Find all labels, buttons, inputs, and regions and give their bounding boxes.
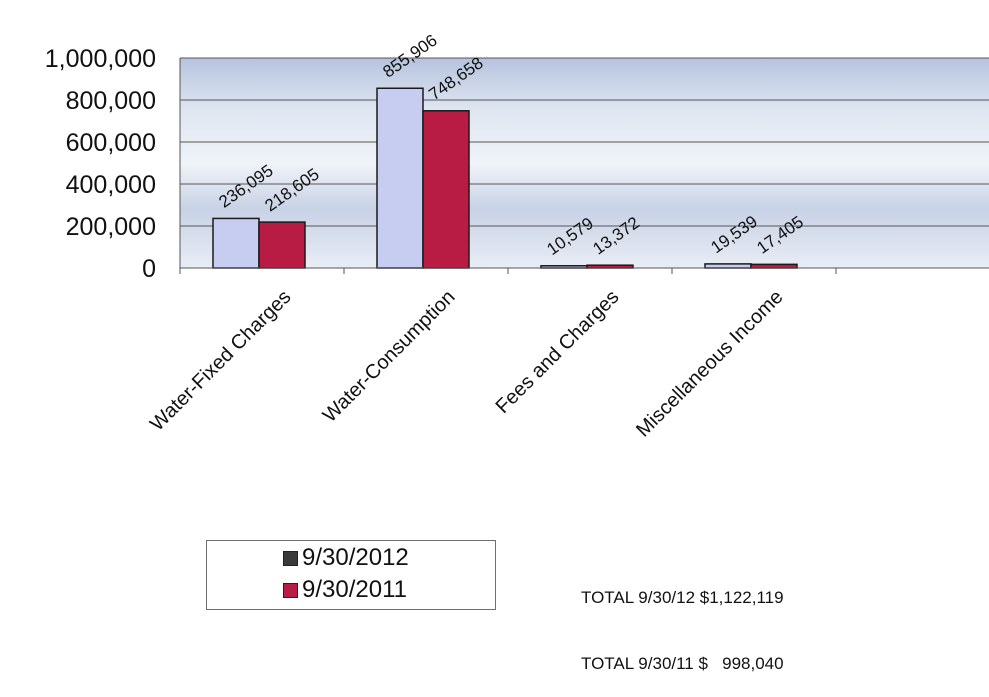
x-category-label: Water-Consumption [319, 286, 460, 427]
x-category-label: Fees and Charges [492, 286, 624, 418]
legend-swatch-2011 [283, 582, 298, 598]
bar-chart: 0200,000400,000600,000800,0001,000,00023… [45, 31, 989, 441]
y-tick-label: 400,000 [66, 171, 156, 199]
y-tick-label: 600,000 [66, 129, 156, 157]
bar-9-30-2012-3 [704, 263, 752, 269]
bar-9-30-2012-0 [212, 217, 260, 269]
total-2012: TOTAL 9/30/12 $1,122,119 [581, 588, 784, 607]
totals-block: TOTAL 9/30/12 $1,122,119 TOTAL 9/30/11 $… [581, 543, 784, 697]
y-tick-label: 0 [142, 255, 156, 283]
legend-label-2012: 9/30/2012 [302, 544, 409, 571]
bar-9-30-2011-0 [258, 221, 306, 269]
x-category-label: Miscellaneous Income [632, 286, 787, 441]
legend-item-2012: 9/30/2012 [283, 544, 409, 572]
bar-9-30-2011-1 [422, 110, 470, 269]
y-tick-label: 1,000,000 [45, 45, 156, 73]
legend-item-2011: 9/30/2011 [283, 576, 407, 604]
total-2011: TOTAL 9/30/11 $ 998,040 [581, 654, 784, 673]
legend-swatch-2012 [283, 550, 298, 566]
y-tick-label: 800,000 [66, 87, 156, 115]
bar-9-30-2011-3 [750, 263, 798, 269]
legend-label-2011: 9/30/2011 [302, 576, 407, 603]
x-category-label: Water-Fixed Charges [146, 286, 295, 435]
plot-area [180, 58, 989, 268]
chart-legend: 9/30/2012 9/30/2011 [206, 540, 496, 610]
bar-9-30-2012-1 [376, 87, 424, 269]
y-tick-label: 200,000 [66, 213, 156, 241]
